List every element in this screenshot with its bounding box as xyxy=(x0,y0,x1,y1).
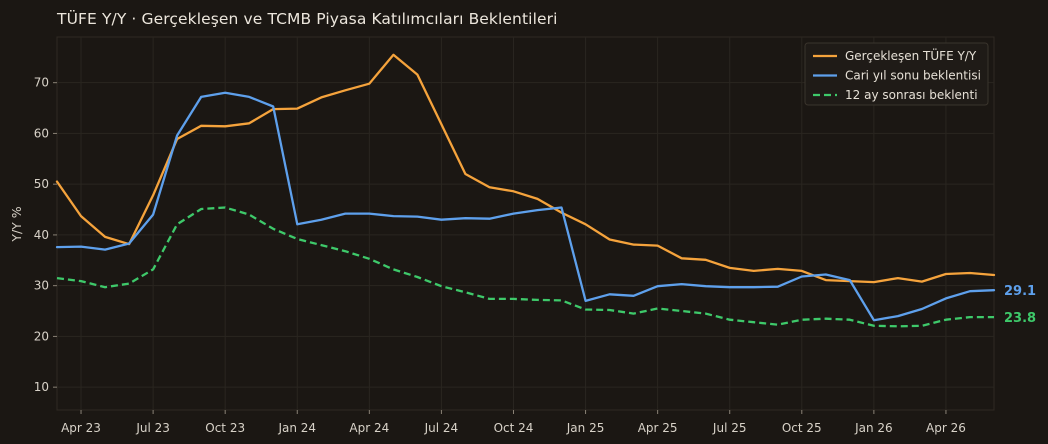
x-tick-label: Jul 23 xyxy=(135,421,170,435)
end-value-labels: 29.1 23.8 xyxy=(1004,284,1036,326)
x-tick-label: Jan 26 xyxy=(854,421,893,435)
series-lines xyxy=(55,53,996,328)
y-tick-label: 60 xyxy=(34,126,49,140)
legend-label: Gerçekleşen TÜFE Y/Y xyxy=(845,47,977,63)
end-value-label: 23.8 xyxy=(1004,311,1036,326)
x-tick-label: Jan 24 xyxy=(277,421,316,435)
x-tick-label: Jul 24 xyxy=(424,421,459,435)
y-axis-ticks: 10 20 30 40 50 60 70 xyxy=(34,76,57,394)
legend-label: 12 ay sonrası beklenti xyxy=(845,88,978,102)
x-tick-label: Oct 24 xyxy=(494,421,534,435)
x-tick-label: Jan 25 xyxy=(566,421,605,435)
chart-title: TÜFE Y/Y · Gerçekleşen ve TCMB Piyasa Ka… xyxy=(57,10,558,28)
series-line-1 xyxy=(55,53,996,284)
x-tick-label: Apr 23 xyxy=(61,421,101,435)
y-tick-label: 20 xyxy=(34,329,49,343)
y-tick-label: 70 xyxy=(34,76,49,90)
end-value-label: 29.1 xyxy=(1004,284,1036,299)
legend-box xyxy=(804,42,989,106)
series-line-2 xyxy=(55,91,996,322)
series-line-3 xyxy=(56,206,994,328)
x-tick-label: Apr 24 xyxy=(349,421,389,435)
x-tick-label: Apr 26 xyxy=(926,421,966,435)
x-tick-label: Oct 25 xyxy=(782,421,822,435)
legend-label: Cari yıl sonu beklentisi xyxy=(845,69,981,83)
x-axis-ticks: Apr 23 Jul 23 Oct 23 Jan 24 Apr 24 Jul 24 Oct … xyxy=(61,410,966,435)
y-axis-label: Y/Y % xyxy=(9,206,24,242)
x-tick-label: Jul 25 xyxy=(712,421,747,435)
y-tick-label: 30 xyxy=(34,279,49,293)
legend: Gerçekleşen TÜFE Y/Y Cari yıl sonu beklen… xyxy=(804,42,989,106)
x-tick-label: Apr 25 xyxy=(638,421,678,435)
x-tick-label: Oct 23 xyxy=(205,421,245,435)
y-tick-label: 10 xyxy=(34,380,49,394)
y-tick-label: 40 xyxy=(34,228,49,242)
y-tick-label: 50 xyxy=(34,177,49,191)
